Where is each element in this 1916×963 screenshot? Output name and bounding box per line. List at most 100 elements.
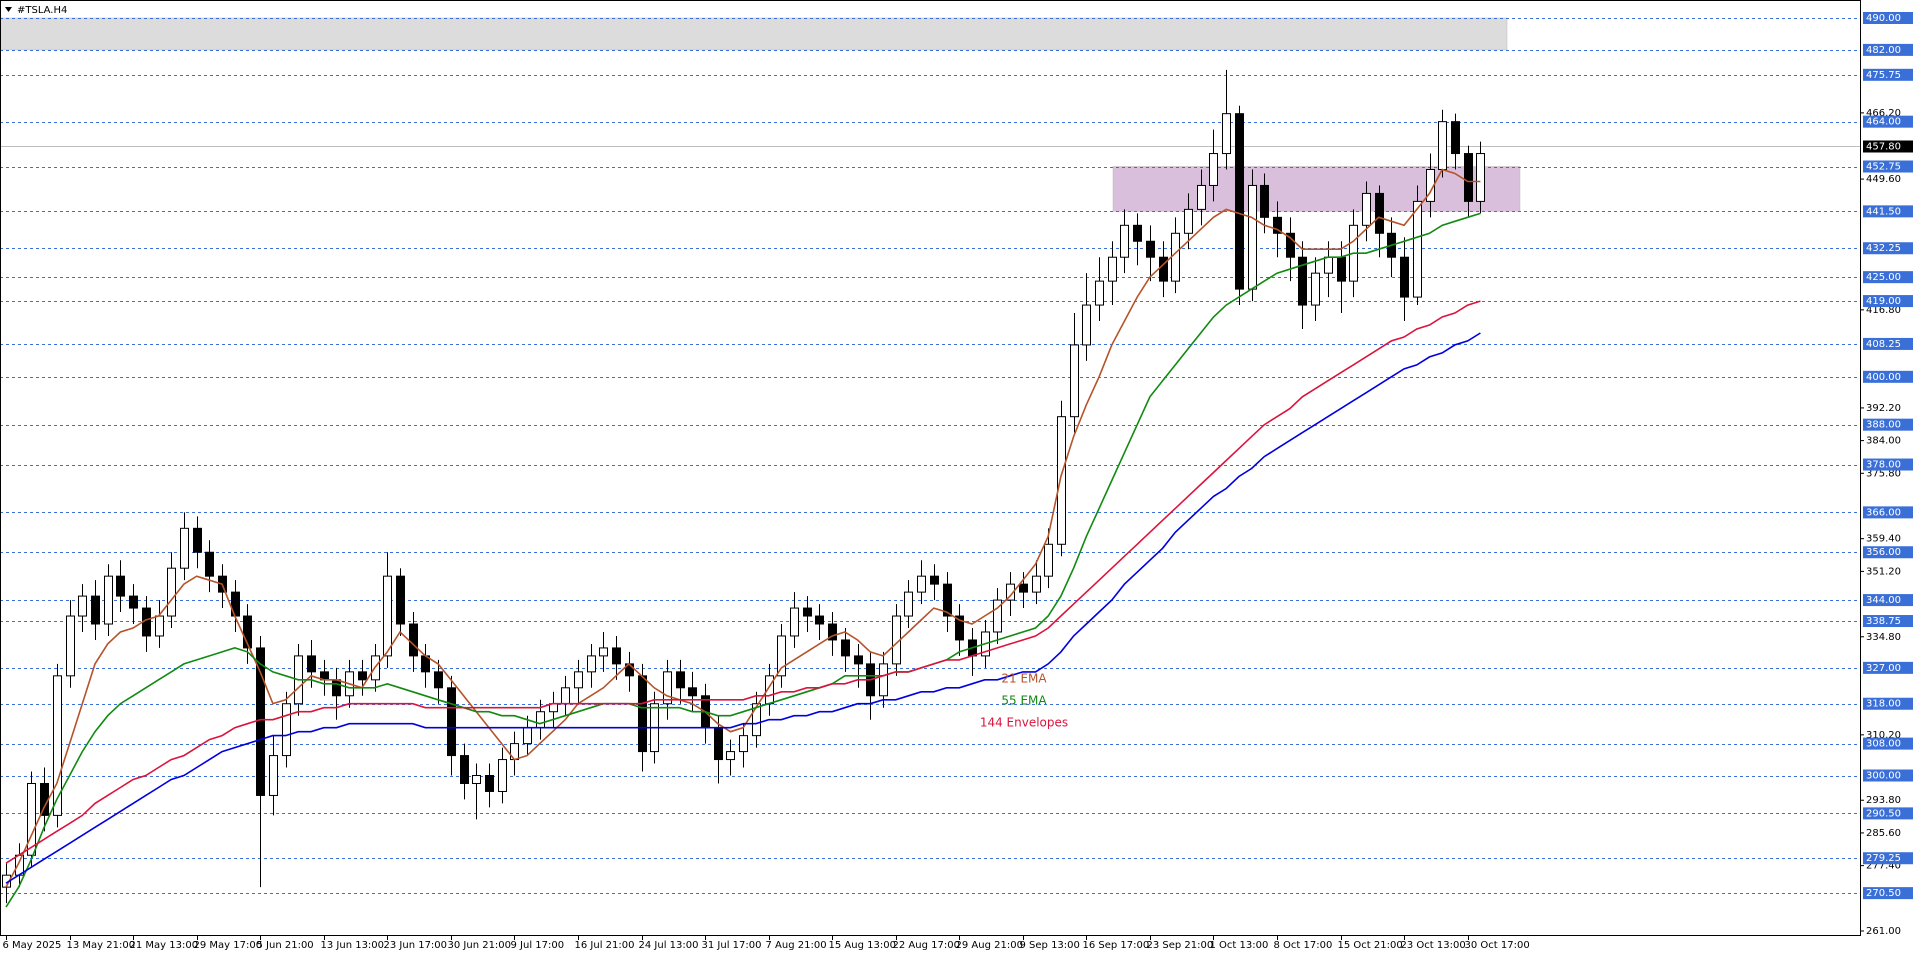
level-label-box: [1863, 160, 1913, 173]
level-label: 279.25: [1866, 853, 1901, 864]
y-tick-label: 375.80: [1866, 468, 1901, 479]
level-label: 441.50: [1866, 206, 1901, 217]
candle-body: [739, 735, 748, 753]
background-layer: [0, 17, 1860, 894]
level-label-box: [1863, 242, 1913, 255]
candle-body: [155, 615, 164, 637]
indicator-line: [5, 168, 1481, 888]
candle-body: [904, 591, 913, 617]
level-label: 300.00: [1866, 771, 1901, 782]
candle-body: [777, 635, 786, 677]
zone: [0, 17, 1508, 51]
candle-body: [383, 575, 392, 657]
level-label-box: [1863, 769, 1913, 782]
candle-body: [714, 727, 723, 761]
x-tick-label: 29 May 17:00: [194, 940, 263, 951]
candle-body: [536, 711, 545, 729]
x-tick-label: 1 Oct 13:00: [1210, 940, 1269, 951]
level-label-box: [1863, 737, 1913, 750]
level-label-box: [1863, 661, 1913, 674]
x-tick-label: 6 May 2025: [3, 940, 62, 951]
level-label: 419.00: [1866, 296, 1901, 307]
candle-body: [396, 575, 405, 625]
level-label: 308.00: [1866, 739, 1901, 750]
candle-body: [841, 639, 850, 657]
x-tick-label: 16 Jul 21:00: [575, 940, 635, 951]
candle-body: [243, 615, 252, 649]
x-tick-label: 21 May 13:00: [130, 940, 199, 951]
candle-body: [269, 755, 278, 796]
level-label-box: [1863, 506, 1913, 519]
symbol-toggle[interactable]: [5, 7, 12, 12]
y-tick-label: 293.80: [1866, 795, 1901, 806]
level-label: 400.00: [1866, 372, 1901, 383]
candle-body: [1438, 121, 1447, 171]
candle-body: [1006, 583, 1015, 601]
x-tick-label: 7 Aug 21:00: [766, 940, 827, 951]
level-label-box: [1863, 852, 1913, 865]
y-tick-label: 392.20: [1866, 403, 1901, 414]
level-label: 432.25: [1866, 243, 1901, 254]
candle-body: [40, 782, 49, 816]
x-tick-label: 9 Jul 17:00: [511, 940, 565, 951]
level-label-box: [1863, 205, 1913, 218]
x-tick-label: 15 Aug 13:00: [829, 940, 896, 951]
x-tick-label: 23 Sep 21:00: [1147, 940, 1214, 951]
candle-body: [485, 775, 494, 792]
candle-body: [1095, 280, 1104, 306]
y-tick-label: 449.60: [1866, 174, 1901, 185]
candle-body: [205, 551, 214, 577]
candle-body: [116, 575, 125, 597]
candle-body: [1222, 113, 1231, 155]
x-tick-label: 9 Sep 13:00: [1020, 940, 1080, 951]
candle-body: [1209, 153, 1218, 186]
level-label-box: [1863, 115, 1913, 128]
candle-body: [815, 615, 824, 625]
candle-body: [104, 575, 113, 625]
y-tick-label: 466.20: [1866, 108, 1901, 119]
candle-body: [91, 595, 100, 625]
level-label-box: [1863, 807, 1913, 820]
candle-body: [1362, 192, 1371, 226]
candle-body: [828, 623, 837, 641]
y-tick-label: 334.80: [1866, 632, 1901, 643]
candle-body: [726, 751, 735, 761]
level-label-box: [1863, 12, 1913, 24]
indicator-line: [5, 300, 1481, 864]
indicator-line: [5, 212, 1481, 908]
candle-body: [523, 727, 532, 745]
y-tick-label: 359.40: [1866, 534, 1901, 545]
candle-body: [1375, 192, 1384, 234]
candle-body: [955, 615, 964, 641]
level-label-box: [1863, 594, 1913, 607]
candle-body: [447, 687, 456, 757]
candle-body: [1324, 256, 1333, 274]
candle-body: [282, 703, 291, 757]
level-label-box: [1863, 295, 1913, 308]
candle-body: [460, 755, 469, 784]
level-label: 344.00: [1866, 595, 1901, 606]
candle-body: [879, 663, 888, 697]
zone: [1112, 166, 1521, 212]
candle-body: [1260, 184, 1269, 218]
x-tick-label: 8 Oct 17:00: [1274, 940, 1333, 951]
x-tick-label: 22 Aug 17:00: [893, 940, 960, 951]
candle-body: [498, 759, 507, 792]
candle-body: [1400, 256, 1409, 298]
current-price-box: [1863, 140, 1913, 153]
candle-body: [1070, 344, 1079, 418]
y-tick-label: 384.00: [1866, 436, 1901, 447]
candle-body: [193, 527, 202, 553]
candle-body: [561, 687, 570, 705]
level-label: 482.00: [1866, 45, 1901, 56]
indicator-label: 144 Envelopes: [980, 716, 1068, 730]
level-label-box: [1863, 418, 1913, 431]
candle-body: [1032, 575, 1041, 593]
level-label-box: [1863, 546, 1913, 559]
candle-body: [1476, 153, 1485, 202]
candle-body: [917, 575, 926, 593]
current-price-label: 457.80: [1866, 142, 1901, 153]
level-label: 464.00: [1866, 117, 1901, 128]
